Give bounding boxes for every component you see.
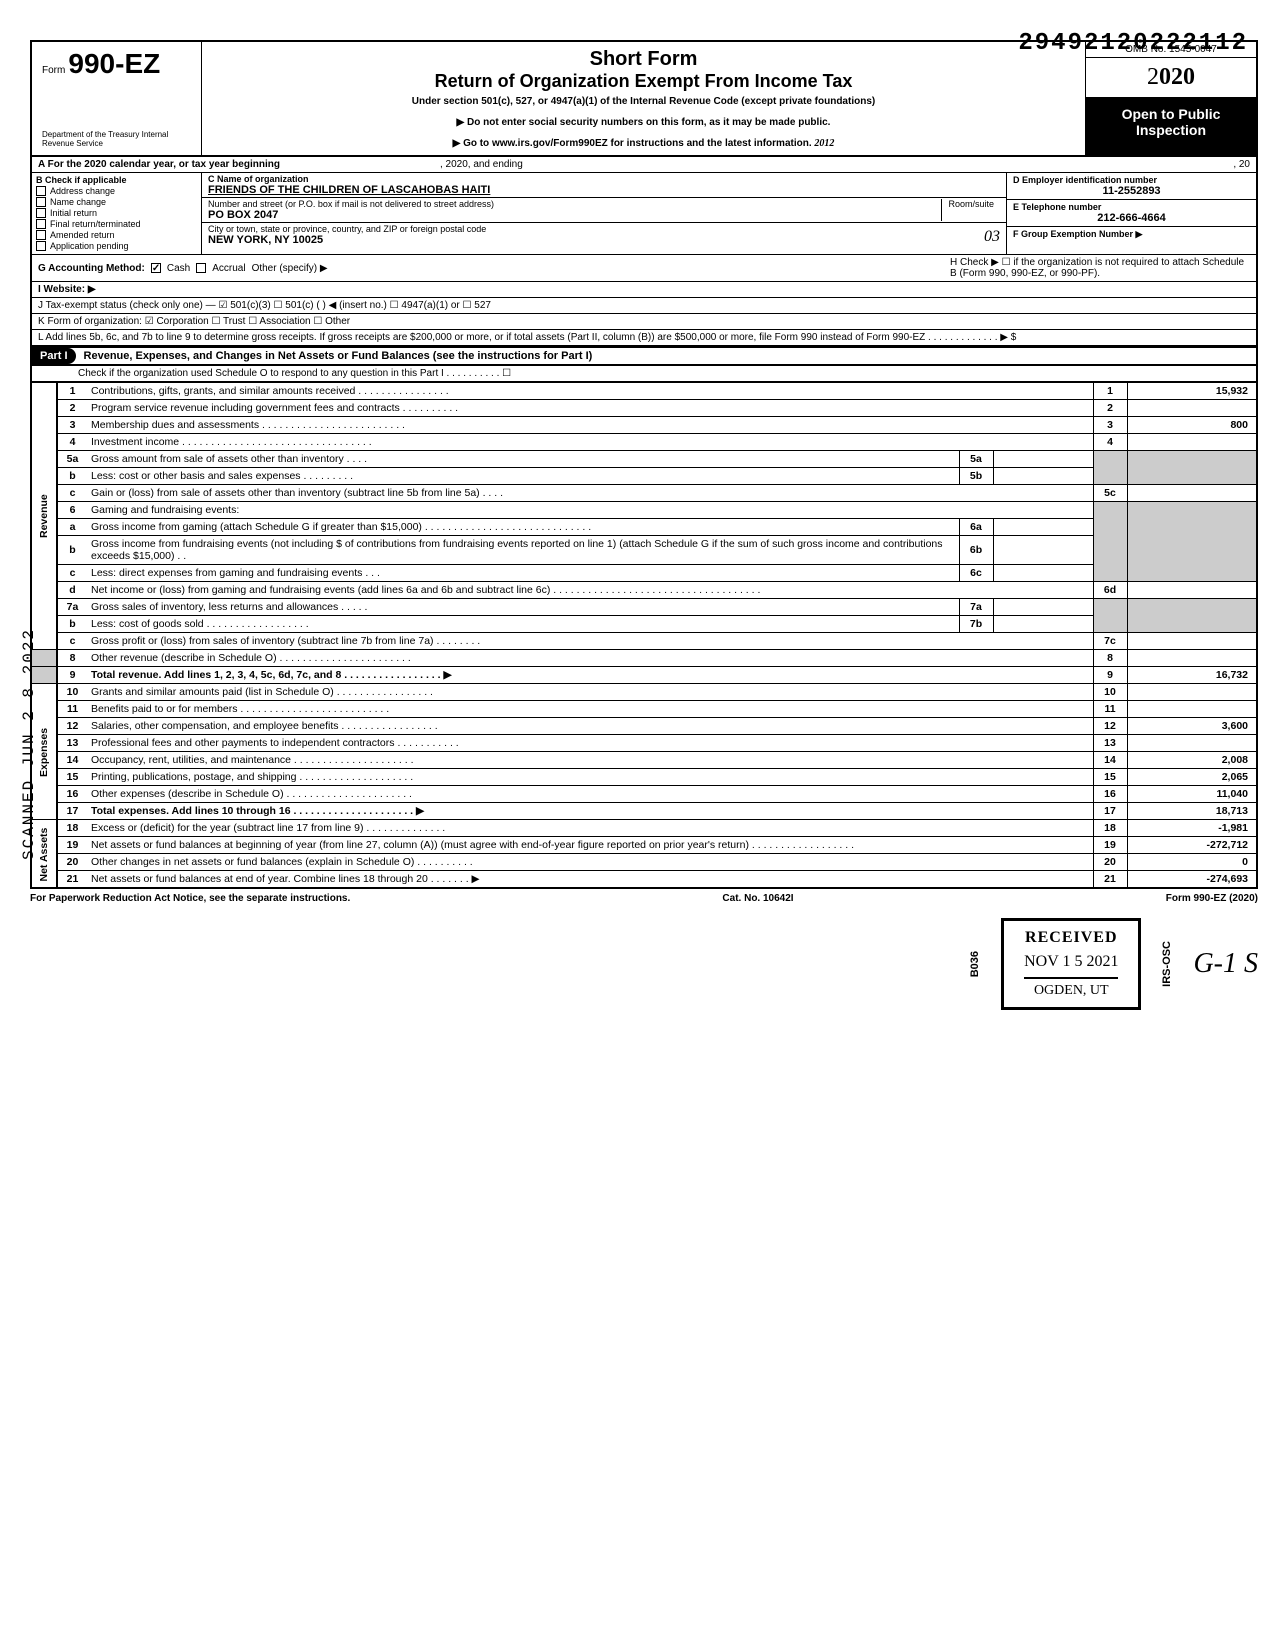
city-label: City or town, state or province, country… bbox=[208, 224, 486, 234]
subtitle: Under section 501(c), 527, or 4947(a)(1)… bbox=[212, 96, 1075, 107]
main-table: Revenue 1Contributions, gifts, grants, a… bbox=[30, 382, 1258, 889]
line-a: A For the 2020 calendar year, or tax yea… bbox=[30, 157, 1258, 173]
name-label: C Name of organization bbox=[208, 174, 309, 184]
checkbox-address-change[interactable] bbox=[36, 186, 46, 196]
main-title: Return of Organization Exempt From Incom… bbox=[212, 71, 1075, 92]
group-label: F Group Exemption Number ▶ bbox=[1013, 229, 1142, 239]
line-j: J Tax-exempt status (check only one) — ☑… bbox=[30, 298, 1258, 314]
line-l: L Add lines 5b, 6c, and 7b to line 9 to … bbox=[30, 330, 1258, 347]
form-number: 990-EZ bbox=[68, 48, 160, 79]
form-prefix: Form bbox=[42, 65, 65, 76]
part-1-check: Check if the organization used Schedule … bbox=[30, 366, 1258, 382]
identification-block: B Check if applicable Address change Nam… bbox=[30, 173, 1258, 255]
instr-2: ▶ Go to www.irs.gov/Form990EZ for instru… bbox=[212, 138, 1075, 149]
form-header: Form 990-EZ Department of the Treasury I… bbox=[30, 40, 1258, 157]
checkbox-amended-return[interactable] bbox=[36, 230, 46, 240]
line-g-h: G Accounting Method: Cash Accrual Other … bbox=[30, 255, 1258, 282]
netassets-section-label: Net Assets bbox=[31, 820, 57, 889]
tel-label: E Telephone number bbox=[1013, 202, 1101, 212]
checkbox-accrual[interactable] bbox=[196, 263, 206, 273]
checkbox-name-change[interactable] bbox=[36, 197, 46, 207]
stamp-area: B036 RECEIVED NOV 1 5 2021 OGDEN, UT IRS… bbox=[30, 918, 1258, 1010]
org-name: FRIENDS OF THE CHILDREN OF LASCAHOBAS HA… bbox=[208, 184, 490, 196]
tax-year: 2020 bbox=[1086, 58, 1256, 98]
addr-label: Number and street (or P.O. box if mail i… bbox=[208, 199, 494, 209]
checkbox-cash[interactable] bbox=[151, 263, 161, 273]
tel-value: 212-666-4664 bbox=[1013, 212, 1250, 224]
line-k: K Form of organization: ☑ Corporation ☐ … bbox=[30, 314, 1258, 330]
room-label: Room/suite bbox=[941, 199, 1000, 221]
col-b-header: B Check if applicable bbox=[36, 175, 197, 185]
received-stamp: RECEIVED NOV 1 5 2021 OGDEN, UT bbox=[1001, 918, 1141, 1010]
short-form-title: Short Form bbox=[212, 48, 1075, 71]
instr-1: ▶ Do not enter social security numbers o… bbox=[212, 117, 1075, 128]
checkbox-application-pending[interactable] bbox=[36, 241, 46, 251]
city-value: NEW YORK, NY 10025 bbox=[208, 234, 323, 246]
revenue-section-label: Revenue bbox=[31, 383, 57, 650]
dept-label: Department of the Treasury Internal Reve… bbox=[42, 131, 191, 149]
ein-value: 11-2552893 bbox=[1013, 185, 1250, 197]
stamp-code-b036: B036 bbox=[969, 951, 981, 977]
footer: For Paperwork Reduction Act Notice, see … bbox=[30, 889, 1258, 908]
document-number: 29492120222112 bbox=[1018, 30, 1248, 57]
signature: G-1 S bbox=[1193, 948, 1258, 980]
handwritten-03: 03 bbox=[984, 228, 1000, 246]
ein-label: D Employer identification number bbox=[1013, 175, 1157, 185]
line-h: H Check ▶ ☐ if the organization is not r… bbox=[950, 257, 1250, 279]
part-1-header: Part I Revenue, Expenses, and Changes in… bbox=[30, 347, 1258, 366]
addr-value: PO BOX 2047 bbox=[208, 209, 278, 221]
handwritten-year: 2012 bbox=[814, 138, 834, 149]
stamp-code-irs: IRS-OSC bbox=[1161, 941, 1173, 987]
line-i: I Website: ▶ bbox=[30, 282, 1258, 298]
expenses-section-label: Expenses bbox=[31, 684, 57, 820]
checkbox-final-return[interactable] bbox=[36, 219, 46, 229]
checkbox-initial-return[interactable] bbox=[36, 208, 46, 218]
public-inspection: Open to Public Inspection bbox=[1086, 98, 1256, 155]
